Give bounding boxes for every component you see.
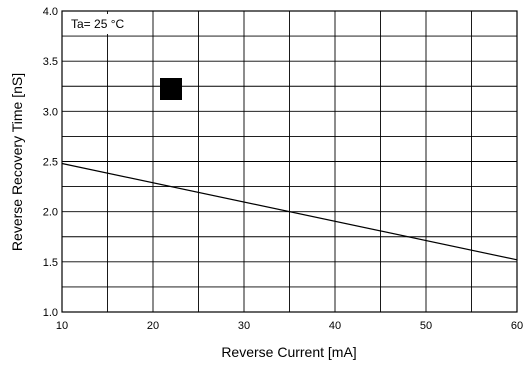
y-axis-title: Reverse Recovery Time [nS] [9, 73, 25, 251]
x-tick-label: 30 [238, 320, 250, 332]
y-tick-label: 2.5 [43, 157, 58, 169]
grid-lines [62, 11, 517, 312]
y-tick-label: 4.0 [43, 6, 58, 18]
x-tick-label: 50 [420, 320, 432, 332]
x-tick-label: 40 [329, 320, 341, 332]
y-tick-label: 1.0 [43, 307, 58, 319]
x-tick-label: 10 [56, 320, 68, 332]
y-tick-label: 3.0 [43, 106, 58, 118]
x-tick-label: 60 [511, 320, 523, 332]
x-tick-label: 20 [147, 320, 159, 332]
logo-square [160, 78, 182, 100]
y-tick-label: 2.0 [43, 207, 58, 219]
y-tick-label: 3.5 [43, 56, 58, 68]
y-tick-label: 1.5 [43, 257, 58, 269]
x-axis-title: Reverse Current [mA] [221, 344, 356, 360]
annotation-box [63, 14, 151, 34]
plot-frame [61, 10, 518, 313]
series-layer [61, 162, 518, 261]
temperature-annotation: Ta= 25 °C [71, 17, 124, 31]
y-tick-labels: 1.0 1.5 2.0 2.5 3.0 3.5 4.0 [43, 6, 58, 319]
x-tick-labels: 10 20 30 40 50 60 [56, 320, 523, 332]
series-line [61, 162, 518, 261]
